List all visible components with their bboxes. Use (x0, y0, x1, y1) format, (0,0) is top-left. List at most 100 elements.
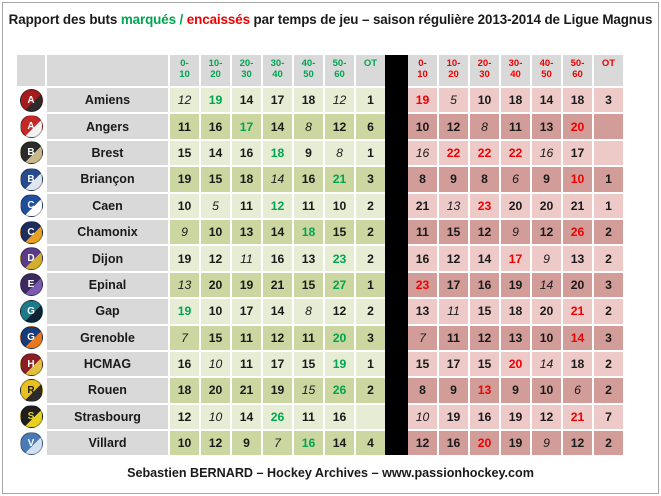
conceded-cell-dijon-0-10: 16 (408, 246, 437, 271)
scored-cell-villard-30-40: 7 (263, 431, 292, 456)
scored-cell-caen-40-50: 11 (294, 193, 323, 218)
conceded-cell-brest-ot (594, 140, 623, 166)
scored-cell-dijon-20-30: 11 (232, 246, 261, 271)
scored-cell-grenoble-10-20: 15 (201, 325, 230, 350)
scored-cell-strasbourg-40-50: 11 (294, 404, 323, 430)
conceded-cell-hcmag-30-40: 20 (501, 351, 530, 377)
scored-cell-villard-20-30: 9 (232, 431, 261, 456)
conceded-cell-villard-20-30: 20 (470, 431, 499, 456)
scored-cell-brest-10-20: 14 (201, 140, 230, 166)
conceded-cell-briancon-10-20: 9 (439, 167, 468, 192)
conceded-cell-brest-10-20: 22 (439, 140, 468, 166)
conceded-cell-amiens-30-40: 18 (501, 88, 530, 113)
team-logo-cell-dijon: D (17, 246, 45, 271)
conceded-cell-epinal-10-20: 17 (439, 272, 468, 298)
scored-cell-angers-0-10: 11 (170, 114, 199, 139)
conceded-cell-chamonix-ot: 2 (594, 219, 623, 245)
team-logo-caen-icon: C (19, 194, 43, 218)
scored-period-header-40-50: 40- 50 (294, 55, 323, 86)
conceded-cell-villard-50-60: 12 (563, 431, 592, 456)
conceded-cell-gap-40-50: 20 (532, 299, 561, 324)
scored-cell-grenoble-0-10: 7 (170, 325, 199, 350)
team-logo-epinal-icon: E (19, 273, 43, 297)
scored-cell-chamonix-30-40: 14 (263, 219, 292, 245)
scored-cell-briancon-0-10: 19 (170, 167, 199, 192)
scored-cell-dijon-30-40: 16 (263, 246, 292, 271)
scored-cell-epinal-40-50: 15 (294, 272, 323, 298)
conceded-cell-epinal-30-40: 19 (501, 272, 530, 298)
conceded-cell-strasbourg-30-40: 19 (501, 404, 530, 430)
team-name-grenoble: Grenoble (47, 325, 168, 350)
conceded-cell-gap-ot: 2 (594, 299, 623, 324)
scored-cell-amiens-20-30: 14 (232, 88, 261, 113)
scored-cell-dijon-50-60: 23 (325, 246, 354, 271)
conceded-cell-hcmag-40-50: 14 (532, 351, 561, 377)
conceded-cell-strasbourg-0-10: 10 (408, 404, 437, 430)
scored-cell-caen-30-40: 12 (263, 193, 292, 218)
conceded-cell-grenoble-10-20: 11 (439, 325, 468, 350)
conceded-cell-grenoble-20-30: 12 (470, 325, 499, 350)
team-logo-cell-epinal: E (17, 272, 45, 298)
scored-cell-dijon-ot: 2 (356, 246, 385, 271)
conceded-cell-chamonix-0-10: 11 (408, 219, 437, 245)
conceded-cell-dijon-40-50: 9 (532, 246, 561, 271)
scored-cell-gap-0-10: 19 (170, 299, 199, 324)
scored-cell-rouen-40-50: 15 (294, 378, 323, 403)
conceded-cell-angers-0-10: 10 (408, 114, 437, 139)
conceded-cell-villard-ot: 2 (594, 431, 623, 456)
team-name-rouen: Rouen (47, 378, 168, 403)
conceded-cell-hcmag-50-60: 18 (563, 351, 592, 377)
conceded-cell-chamonix-40-50: 12 (532, 219, 561, 245)
conceded-cell-angers-30-40: 11 (501, 114, 530, 139)
scored-cell-chamonix-10-20: 10 (201, 219, 230, 245)
team-name-gap: Gap (47, 299, 168, 324)
team-logo-amiens-icon: A (19, 88, 43, 112)
scored-cell-epinal-50-60: 27 (325, 272, 354, 298)
conceded-cell-epinal-20-30: 16 (470, 272, 499, 298)
scored-period-header-0-10: 0- 10 (170, 55, 199, 86)
scored-cell-grenoble-30-40: 12 (263, 325, 292, 350)
conceded-cell-grenoble-30-40: 13 (501, 325, 530, 350)
conceded-cell-rouen-30-40: 9 (501, 378, 530, 403)
conceded-cell-rouen-50-60: 6 (563, 378, 592, 403)
conceded-period-header-40-50: 40- 50 (532, 55, 561, 86)
table-separator (385, 55, 408, 456)
scored-cell-amiens-30-40: 17 (263, 88, 292, 113)
conceded-cell-epinal-ot: 3 (594, 272, 623, 298)
conceded-cell-gap-30-40: 18 (501, 299, 530, 324)
scored-cell-epinal-10-20: 20 (201, 272, 230, 298)
scored-cell-villard-50-60: 14 (325, 431, 354, 456)
conceded-cell-strasbourg-50-60: 21 (563, 404, 592, 430)
scored-cell-briancon-50-60: 21 (325, 167, 354, 192)
scored-cell-gap-30-40: 14 (263, 299, 292, 324)
scored-cell-gap-40-50: 8 (294, 299, 323, 324)
conceded-cell-brest-50-60: 17 (563, 140, 592, 166)
conceded-cell-dijon-ot: 2 (594, 246, 623, 271)
conceded-cell-villard-10-20: 16 (439, 431, 468, 456)
scored-cell-amiens-40-50: 18 (294, 88, 323, 113)
conceded-cell-hcmag-ot: 2 (594, 351, 623, 377)
conceded-cell-strasbourg-10-20: 19 (439, 404, 468, 430)
conceded-cell-chamonix-50-60: 26 (563, 219, 592, 245)
team-logo-angers-icon: A (19, 115, 43, 139)
team-name-dijon: Dijon (47, 246, 168, 271)
conceded-cell-angers-ot (594, 114, 623, 139)
page-title: Rapport des buts marqués / encaissés par… (3, 12, 658, 27)
conceded-cell-grenoble-ot: 3 (594, 325, 623, 350)
conceded-cell-briancon-40-50: 9 (532, 167, 561, 192)
team-logo-cell-gap: G (17, 299, 45, 324)
scored-cell-epinal-20-30: 19 (232, 272, 261, 298)
team-name-amiens: Amiens (47, 88, 168, 113)
conceded-cell-rouen-40-50: 10 (532, 378, 561, 403)
team-logo-cell-villard: V (17, 431, 45, 456)
conceded-cell-caen-0-10: 21 (408, 193, 437, 218)
conceded-cell-briancon-20-30: 8 (470, 167, 499, 192)
scored-cell-hcmag-20-30: 11 (232, 351, 261, 377)
team-logo-strasbourg-icon: S (19, 405, 43, 429)
scored-cell-amiens-0-10: 12 (170, 88, 199, 113)
team-logo-cell-caen: C (17, 193, 45, 218)
scored-cell-chamonix-ot: 2 (356, 219, 385, 245)
title-scored-word: marqués / (120, 12, 184, 27)
conceded-cell-brest-0-10: 16 (408, 140, 437, 166)
conceded-period-header-30-40: 30- 40 (501, 55, 530, 86)
